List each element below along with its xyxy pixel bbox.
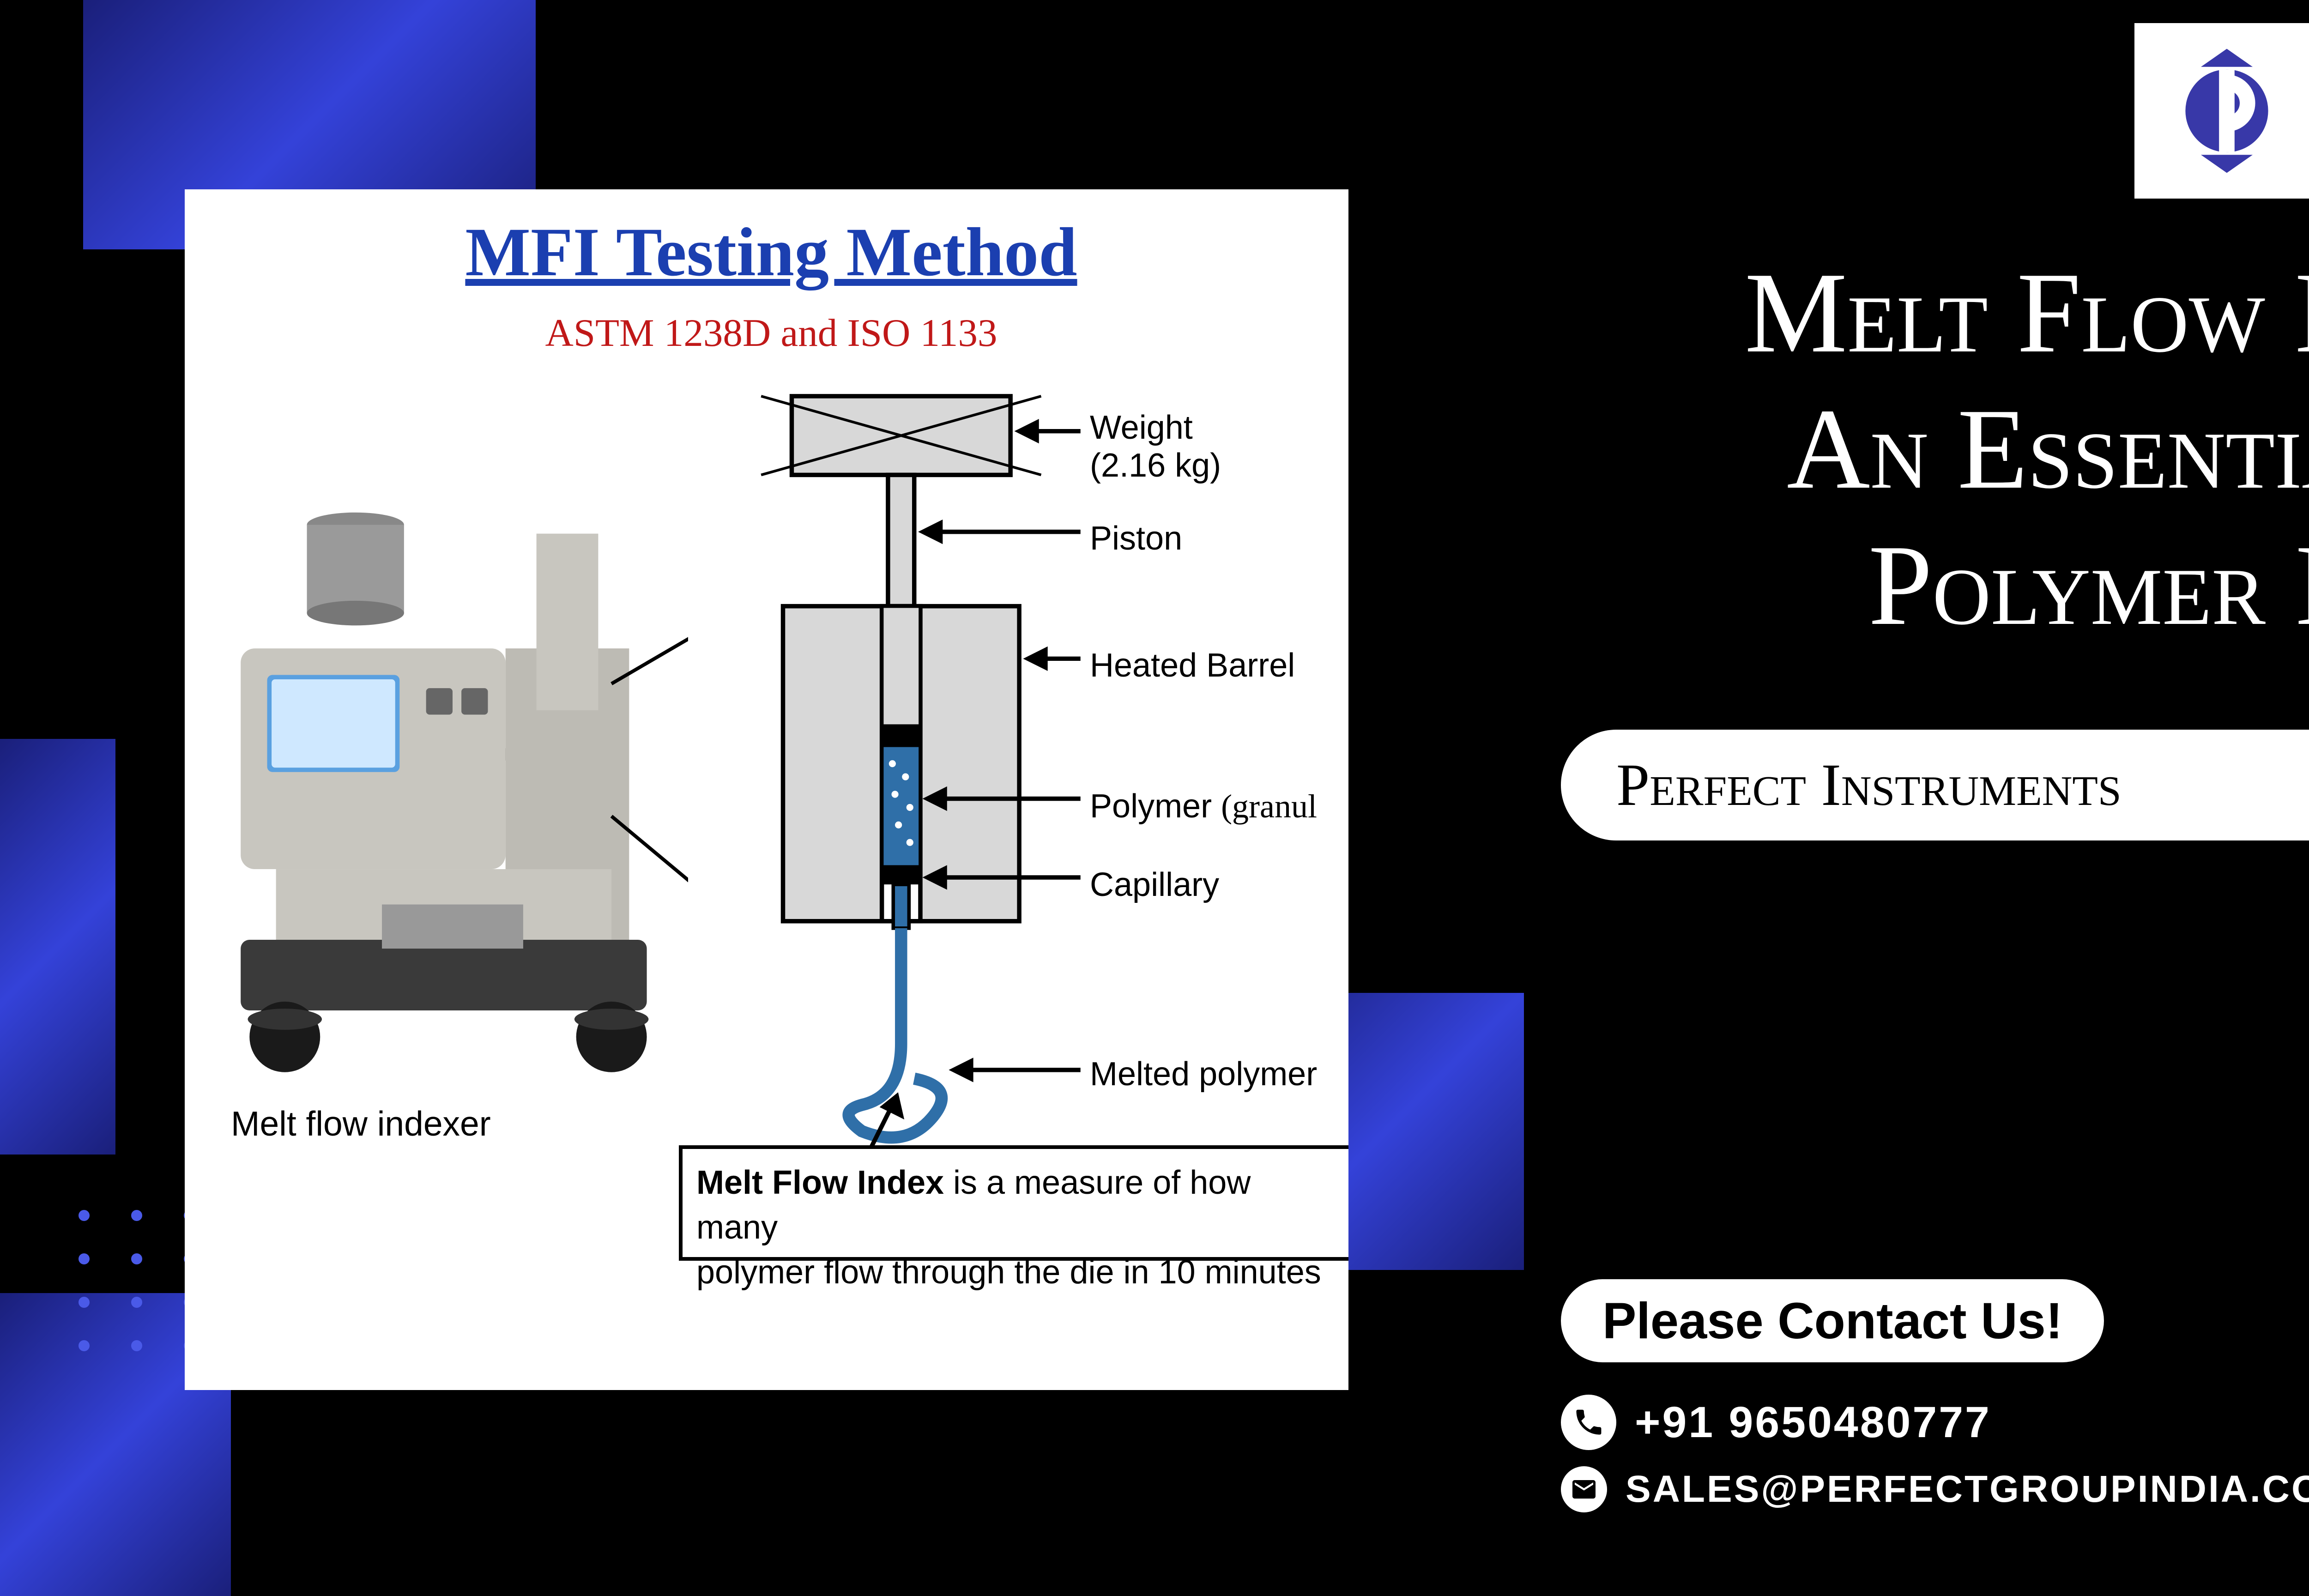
label-capillary: Capillary xyxy=(1090,866,1219,904)
decor-dot xyxy=(79,1253,90,1264)
headline-line3: Polymer Industries xyxy=(1492,517,2309,653)
label-weight-text: Weight xyxy=(1090,409,1193,446)
label-piston: Piston xyxy=(1090,520,1182,557)
label-barrel: Heated Barrel xyxy=(1090,647,1295,684)
label-weight: Weight (2.16 kg) xyxy=(1090,409,1221,484)
contact-phone[interactable]: +91 9650480777 xyxy=(1561,1395,1991,1450)
machine-label: Melt flow indexer xyxy=(231,1104,491,1143)
label-polymer-text: Polymer xyxy=(1090,788,1212,825)
label-melted: Melted polymer xyxy=(1090,1055,1317,1093)
brand-logo-mark xyxy=(2162,46,2291,175)
search-pill[interactable]: Perfect Instruments xyxy=(1561,730,2309,840)
decor-dot xyxy=(131,1210,142,1221)
phone-number: +91 9650480777 xyxy=(1635,1397,1991,1448)
decor-dot xyxy=(79,1210,90,1221)
decor-dot xyxy=(79,1340,90,1351)
headline-line2: An Essential Tool for xyxy=(1492,381,2309,517)
label-weight-value: (2.16 kg) xyxy=(1090,447,1221,484)
label-polymer: Polymer (granul xyxy=(1090,787,1317,826)
cta-button[interactable]: Please Contact Us! xyxy=(1561,1279,2104,1362)
decor-dot xyxy=(131,1340,142,1351)
email-address: SALES@PERFECTGROUPINDIA.CO.IN xyxy=(1626,1468,2309,1511)
cta-label: Please Contact Us! xyxy=(1602,1292,2062,1350)
note-box: Melt Flow Index is a measure of how many… xyxy=(679,1145,1348,1261)
panel-title: MFI Testing Method xyxy=(208,212,1335,292)
decor-dot xyxy=(131,1253,142,1264)
label-polymer-note: (granul xyxy=(1221,788,1317,825)
diagram-area: Melt flow indexer xyxy=(208,393,1335,1224)
note-line2: polymer flow through the die in 10 minut… xyxy=(696,1254,1321,1291)
note-bold: Melt Flow Index xyxy=(696,1164,944,1201)
search-text: Perfect Instruments xyxy=(1616,750,2122,820)
phone-icon xyxy=(1561,1395,1616,1450)
headline-line1: Melt Flow Index Tester xyxy=(1492,245,2309,381)
mfi-panel: MFI Testing Method ASTM 1238D and ISO 11… xyxy=(185,189,1348,1390)
contact-email[interactable]: SALES@PERFECTGROUPINDIA.CO.IN xyxy=(1561,1466,2309,1512)
email-icon xyxy=(1561,1466,1607,1512)
panel-subtitle: ASTM 1238D and ISO 1133 xyxy=(208,310,1335,356)
headline: Melt Flow Index Tester An Essential Tool… xyxy=(1492,245,2309,653)
decor-dot xyxy=(79,1297,90,1308)
decor-dot xyxy=(131,1297,142,1308)
brand-logo: PERFECT GROUP xyxy=(2134,23,2309,199)
machine-illustration xyxy=(217,490,688,1090)
decor-block-mid-left xyxy=(0,739,115,1155)
